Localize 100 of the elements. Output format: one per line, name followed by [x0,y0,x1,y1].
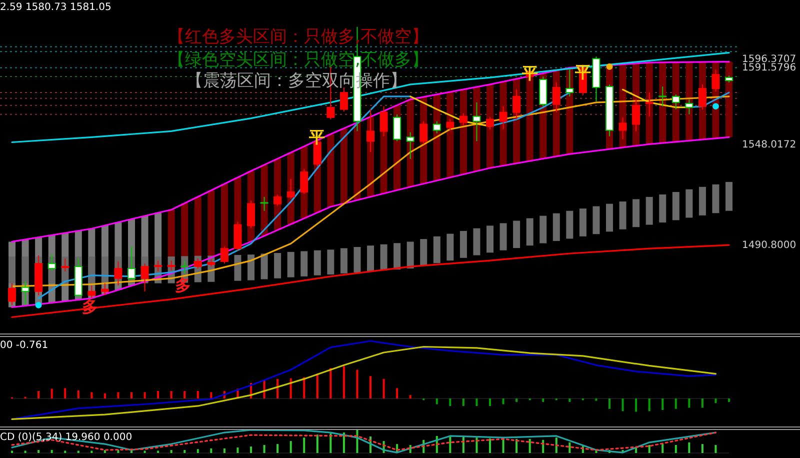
bar [513,220,520,248]
bar [236,447,239,453]
bar [342,366,345,398]
candlestick [645,92,654,117]
annotation: 2.59 1580.73 1581.05 [0,2,112,13]
bar [367,246,374,272]
bar [303,377,306,398]
bar [446,234,454,261]
candlestick [499,106,508,130]
bar [420,239,428,266]
bar [409,395,412,398]
candlestick [88,284,96,299]
candlestick [340,86,348,112]
bar [250,446,252,453]
candlestick [286,178,295,200]
line-series [38,96,412,300]
bar [433,236,440,264]
bar [38,391,40,398]
bar [340,128,348,204]
bar [462,398,464,406]
bar [632,199,640,228]
bar [528,438,531,453]
bar [662,398,664,410]
candlestick [618,116,627,140]
bar [210,392,212,398]
bar [248,254,254,280]
bar [223,448,226,453]
bar [728,398,730,402]
bar [701,398,704,408]
candlestick [459,112,468,126]
bar [646,196,653,225]
bar [50,450,53,453]
bar [648,398,650,412]
bar [38,450,40,453]
bar [184,450,186,453]
bar [196,449,199,453]
bar [619,201,626,230]
bar [64,388,66,398]
bar [210,448,212,453]
bar [330,368,332,398]
bar [340,248,348,274]
bar [287,252,294,278]
bar [714,444,717,453]
annotation: 00 -0.761 [0,340,48,351]
bar [316,374,318,398]
bar [342,432,345,453]
bar [290,441,292,453]
line-series [11,52,730,144]
bar [184,391,186,398]
bar [579,208,586,236]
point [606,63,613,70]
annotation: 平 [521,64,538,83]
bar [486,226,494,253]
bar [406,242,414,268]
bar [542,398,544,402]
bar [648,444,650,453]
bar [516,398,518,402]
bar [674,398,677,409]
bar [354,246,361,273]
bar [196,391,199,398]
candlestick [486,116,494,130]
bar [686,189,693,218]
bar [622,398,624,412]
bar [77,390,80,398]
bar [635,398,638,412]
candlestick [432,120,441,134]
candlestick [406,132,414,160]
candlestick [274,194,282,206]
bar [157,391,160,398]
candlestick [220,246,228,264]
bar [170,450,172,453]
bar [274,252,282,278]
bar [314,250,321,276]
candlestick [685,98,694,115]
candlestick [260,196,270,212]
bar [688,442,690,453]
bar [568,442,571,453]
bar [370,376,372,398]
annotation: CD (0)(5,34) 19.960 0.000 [0,432,132,443]
bar [592,206,600,234]
bar [476,398,478,406]
bar [726,182,732,211]
bar [104,393,106,398]
candlestick [672,94,680,110]
bar [396,388,398,398]
bar [300,251,308,276]
line-series [11,244,730,318]
bar [449,398,452,406]
bar [698,186,706,216]
bar [502,398,504,404]
point [35,302,42,308]
candlestick [566,69,574,97]
bar [701,444,704,453]
bar [662,444,664,453]
bar [50,388,53,398]
bar [327,250,334,274]
y-tick-label: 1591.5796 [742,62,796,74]
point [712,103,719,110]
bar [90,392,93,398]
bar [234,254,242,281]
